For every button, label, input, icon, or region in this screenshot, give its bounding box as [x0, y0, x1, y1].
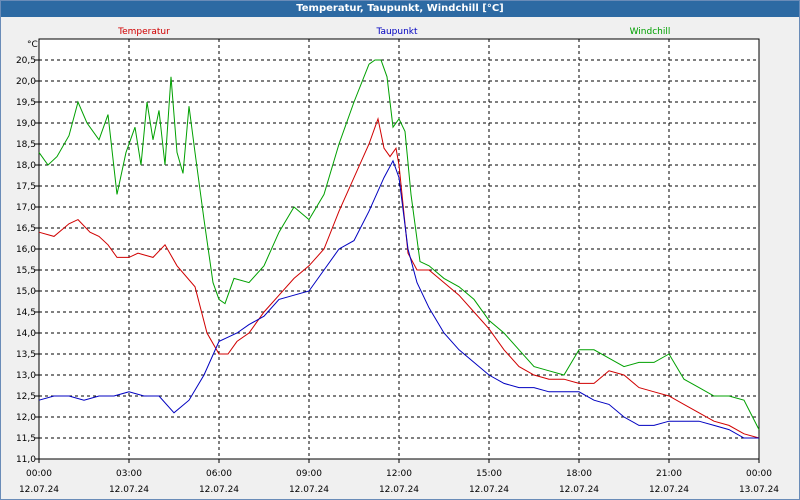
x-tick-time-label: 15:00: [476, 469, 502, 479]
grid-lines: [39, 39, 759, 459]
x-tick-date-label: 13.07.24: [739, 485, 779, 495]
y-tick-label: 19,0: [16, 119, 36, 129]
x-tick-time-label: 06:00: [206, 469, 232, 479]
x-tick-date-label: 12.07.24: [199, 485, 239, 495]
x-tick-time-label: 18:00: [566, 469, 592, 479]
x-tick-date-label: 12.07.24: [379, 485, 419, 495]
y-tick-label: 14,0: [16, 329, 36, 339]
y-tick-label: 15,0: [16, 287, 36, 297]
legend-item-taupunkt: Taupunkt: [375, 27, 418, 37]
x-tick-time-label: 00:00: [26, 469, 52, 479]
y-tick-label: 20,5: [16, 56, 36, 66]
series-lines: [38, 59, 760, 439]
x-tick-time-label: 03:00: [116, 469, 142, 479]
x-tick-time-label: 21:00: [656, 469, 682, 479]
y-tick-label: 12,5: [16, 392, 36, 402]
y-tick-label: 20,0: [16, 77, 36, 87]
y-tick-label: 16,0: [16, 245, 36, 255]
x-tick-date-label: 12.07.24: [19, 485, 59, 495]
y-axis-label: °C: [27, 40, 38, 50]
y-tick-label: 17,5: [16, 182, 36, 192]
y-tick-label: 16,5: [16, 224, 36, 234]
x-tick-date-label: 12.07.24: [109, 485, 149, 495]
y-tick-label: 18,5: [16, 140, 36, 150]
window-title: Temperatur, Taupunkt, Windchill [°C]: [1, 1, 799, 17]
legend: Temperatur Taupunkt Windchill: [117, 27, 670, 37]
legend-item-windchill: Windchill: [630, 27, 671, 37]
y-tick-label: 11,5: [16, 434, 36, 444]
x-axis-ticks: 00:00 12.07.24 03:00 12.07.24 06:00 12.07.24 0…: [19, 459, 779, 495]
series-line-taupunkt: [38, 159, 759, 439]
x-tick-time-label: 00:00: [746, 469, 772, 479]
y-tick-label: 11,0: [16, 455, 36, 465]
x-tick-date-label: 12.07.24: [469, 485, 509, 495]
y-axis-ticks: 11,0 11,5 12,0 12,5 13,0 13,5 14,0 14,5 15,0 15,5…: [16, 56, 39, 465]
y-tick-label: 18,0: [16, 161, 36, 171]
series-line-temperatur: [38, 116, 760, 439]
y-tick-label: 15,5: [16, 266, 36, 276]
y-tick-label: 13,5: [16, 350, 36, 360]
series-line-windchill: [38, 59, 760, 430]
y-tick-label: 13,0: [16, 371, 36, 381]
x-tick-date-label: 12.07.24: [649, 485, 689, 495]
x-tick-date-label: 12.07.24: [289, 485, 329, 495]
x-tick-date-label: 12.07.24: [559, 485, 599, 495]
y-tick-label: 12,0: [16, 413, 36, 423]
y-tick-label: 17,0: [16, 203, 36, 213]
x-tick-time-label: 09:00: [296, 469, 322, 479]
legend-item-temperatur: Temperatur: [117, 27, 170, 37]
y-tick-label: 19,5: [16, 98, 36, 108]
x-tick-time-label: 12:00: [386, 469, 412, 479]
y-tick-label: 14,5: [16, 308, 36, 318]
